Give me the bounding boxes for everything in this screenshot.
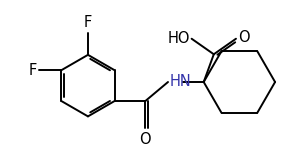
Text: HN: HN [169,74,191,89]
Text: F: F [28,63,37,78]
Text: O: O [140,132,151,147]
Text: F: F [84,15,92,30]
Text: O: O [238,30,250,45]
Text: HO: HO [167,31,190,46]
